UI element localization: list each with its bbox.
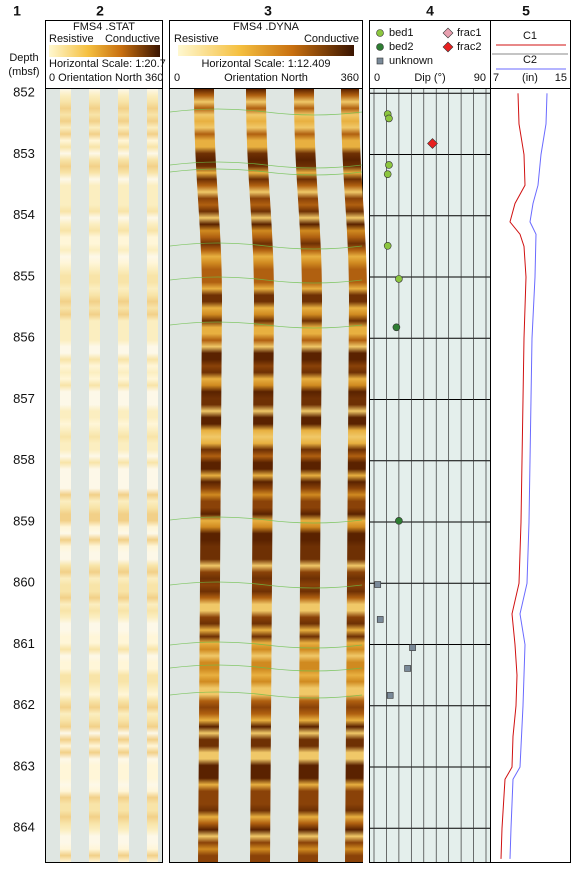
- colorbar-right: Conductive: [304, 33, 359, 45]
- caliper-curve: [500, 93, 527, 859]
- dynamic-pad-image: [246, 89, 274, 862]
- legend-label: unknown: [389, 55, 433, 67]
- depth-unit: (mbsf): [8, 66, 39, 78]
- colorbar-left: Resistive: [174, 33, 219, 45]
- depth-tick-label: 863: [13, 758, 35, 773]
- dip-point: [383, 242, 392, 250]
- bedding-trace: [169, 276, 363, 284]
- orientation-start: 0: [174, 72, 180, 84]
- dip-background: [370, 89, 490, 862]
- colorbar: [178, 45, 354, 56]
- legend-symbol: [376, 43, 384, 51]
- dip-point: [409, 644, 416, 651]
- legend-label: C1: [523, 30, 537, 42]
- orientation-label: 0 Orientation North 360: [49, 72, 163, 84]
- bedding-trace: [169, 108, 363, 116]
- column-number: 3: [264, 3, 272, 19]
- dip-point: [392, 323, 401, 332]
- caliper-tick-label: 15: [555, 72, 567, 84]
- colorbar-left: Resistive: [49, 33, 94, 45]
- track-title: FMS4 .DYNA: [233, 21, 300, 33]
- column-number: 1: [13, 3, 21, 19]
- scale-label: Horizontal Scale: 1:20.7: [49, 58, 166, 70]
- bedding-trace: [169, 691, 363, 699]
- legend-label: bed2: [389, 41, 413, 53]
- depth-tick-label: 854: [13, 207, 35, 222]
- dip-point: [385, 161, 393, 169]
- caliper-tick-label: 7: [493, 72, 499, 84]
- bedding-trace: [169, 242, 363, 250]
- dip-point: [383, 170, 392, 178]
- dip-point: [376, 616, 384, 623]
- static-pad-image: [60, 89, 71, 862]
- depth-tick-label: 857: [13, 391, 35, 406]
- orientation-end: 360: [341, 72, 359, 84]
- depth-tick-label: 858: [13, 452, 35, 467]
- column-number: 4: [426, 3, 434, 19]
- bedding-trace: [169, 516, 363, 524]
- track-frames: [45, 20, 571, 863]
- dip-point: [385, 114, 393, 123]
- static-pad-image: [118, 89, 129, 862]
- legend-label: frac2: [457, 41, 481, 53]
- depth-tick-label: 864: [13, 820, 35, 835]
- caliper-curve: [509, 93, 548, 859]
- depth-tick-label: 852: [13, 85, 35, 100]
- colorbar-right: Conductive: [105, 33, 160, 45]
- dip-tick-label: 90: [474, 72, 486, 84]
- bedding-trace: [169, 664, 363, 672]
- orientation-label: Orientation North: [224, 72, 308, 84]
- column-number: 5: [522, 3, 530, 19]
- dynamic-pad-image: [294, 89, 322, 862]
- dip-point: [395, 517, 403, 525]
- dip-tick-label: 0: [374, 72, 380, 84]
- dip-axis-label: Dip (°): [414, 72, 445, 84]
- bedding-trace: [169, 161, 363, 169]
- legend-symbol: [442, 41, 454, 53]
- static-pad-image: [147, 89, 158, 862]
- depth-tick-label: 860: [13, 575, 35, 590]
- dip-point: [404, 665, 411, 672]
- dynamic-pad-image: [194, 89, 222, 862]
- legend-symbol: [442, 27, 454, 39]
- legend-symbol: [376, 29, 384, 37]
- dynamic-pad-image: [341, 89, 367, 862]
- depth-tick-label: 861: [13, 636, 35, 651]
- colorbar: [49, 45, 160, 57]
- dip-point: [386, 692, 394, 699]
- depth-tick-label: 862: [13, 697, 35, 712]
- static-pad-image: [89, 89, 100, 862]
- dip-point: [374, 581, 382, 588]
- depth-tick-label: 856: [13, 330, 35, 345]
- bedding-trace: [169, 168, 363, 176]
- scale-label: Horizontal Scale: 1:12.409: [201, 58, 330, 70]
- depth-tick-label: 853: [13, 146, 35, 161]
- depth-tick-label: 859: [13, 513, 35, 528]
- bedding-trace: [169, 581, 363, 589]
- bedding-trace: [169, 321, 363, 329]
- legend-symbol: [376, 57, 384, 65]
- bedding-trace: [169, 641, 363, 649]
- legend-label: bed1: [389, 27, 413, 39]
- dip-point: [427, 138, 438, 149]
- dip-point: [395, 275, 403, 283]
- track-title: FMS4 .STAT: [73, 21, 135, 33]
- column-number: 2: [96, 3, 104, 19]
- legend-label: C2: [523, 54, 537, 66]
- depth-label: Depth: [9, 52, 38, 64]
- legend-label: frac1: [457, 27, 481, 39]
- depth-tick-label: 855: [13, 268, 35, 283]
- caliper-axis-label: (in): [522, 72, 538, 84]
